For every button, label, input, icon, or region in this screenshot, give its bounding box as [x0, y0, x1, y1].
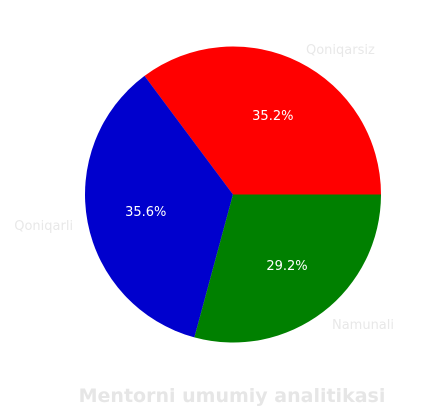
- pie-slice-namunali: [194, 194, 381, 343]
- pie-slice-qoniqarli: [84, 75, 233, 338]
- category-label-namunali: Namunali: [332, 318, 394, 333]
- pie-slice-qoniqarsiz: [144, 46, 381, 195]
- pct-label-qoniqarsiz: 35.2%: [252, 109, 293, 124]
- category-label-qoniqarsiz: Qoniqarsiz: [306, 43, 375, 58]
- pct-label-qoniqarli: 35.6%: [125, 205, 166, 220]
- category-label-qoniqarli: Qoniqarli: [14, 219, 73, 234]
- chart-title: Mentorni umumiy analitikasi: [78, 385, 386, 407]
- pct-label-namunali: 29.2%: [266, 259, 307, 274]
